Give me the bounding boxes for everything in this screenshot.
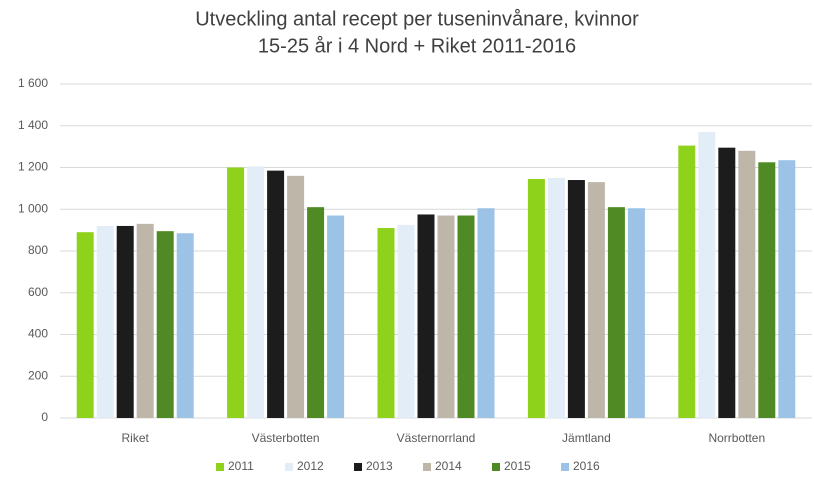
bar	[307, 207, 325, 418]
bar	[547, 177, 565, 418]
y-tick-label: 400	[28, 327, 48, 341]
chart-title: Utveckling antal recept per tuseninvånar…	[195, 8, 639, 30]
bar	[527, 178, 545, 418]
y-tick-label: 1 600	[18, 76, 48, 90]
legend-swatch	[216, 463, 224, 471]
x-tick-label: Norrbotten	[708, 431, 765, 445]
bar	[587, 182, 605, 418]
bar	[327, 215, 345, 418]
bar	[227, 167, 245, 418]
legend-label: 2015	[504, 459, 531, 473]
y-tick-label: 800	[28, 243, 48, 257]
legend-swatch	[285, 463, 293, 471]
legend-label: 2013	[366, 459, 393, 473]
bar	[607, 207, 625, 418]
bar	[377, 228, 395, 418]
legend-label: 2012	[297, 459, 324, 473]
y-tick-label: 600	[28, 285, 48, 299]
legend-swatch	[423, 463, 431, 471]
x-tick-label: Västernorrland	[397, 431, 476, 445]
x-tick-label: Västerbotten	[252, 431, 320, 445]
legend-label: 2014	[435, 459, 462, 473]
bar	[287, 175, 305, 418]
y-tick-label: 1 400	[18, 118, 48, 132]
chart-title: 15-25 år i 4 Nord + Riket 2011-2016	[258, 35, 576, 57]
bar	[437, 215, 455, 418]
bar	[136, 223, 154, 418]
bar	[96, 225, 114, 418]
y-tick-label: 1 000	[18, 201, 48, 215]
bar	[567, 180, 585, 418]
bar	[457, 215, 475, 418]
bar	[738, 150, 756, 419]
legend-swatch	[561, 463, 569, 471]
y-tick-label: 200	[28, 368, 48, 382]
bar	[267, 170, 285, 418]
bar	[718, 147, 736, 418]
legend-swatch	[492, 463, 500, 471]
bar	[627, 208, 645, 418]
x-tick-label: Jämtland	[562, 431, 611, 445]
legend-swatch	[354, 463, 362, 471]
bar	[247, 166, 265, 418]
bar	[156, 231, 174, 418]
legend-label: 2011	[228, 459, 254, 473]
y-tick-label: 0	[41, 410, 48, 424]
bar	[477, 208, 495, 418]
bar	[678, 145, 696, 419]
x-tick-label: Riket	[122, 431, 150, 445]
y-tick-label: 1 200	[18, 160, 48, 174]
bar	[758, 162, 776, 418]
bar	[116, 225, 134, 418]
bar	[176, 233, 194, 418]
bar	[397, 224, 415, 418]
bar	[76, 232, 94, 418]
bar	[698, 132, 716, 418]
bar	[778, 160, 796, 418]
legend-label: 2016	[573, 459, 600, 473]
bar	[417, 214, 435, 418]
